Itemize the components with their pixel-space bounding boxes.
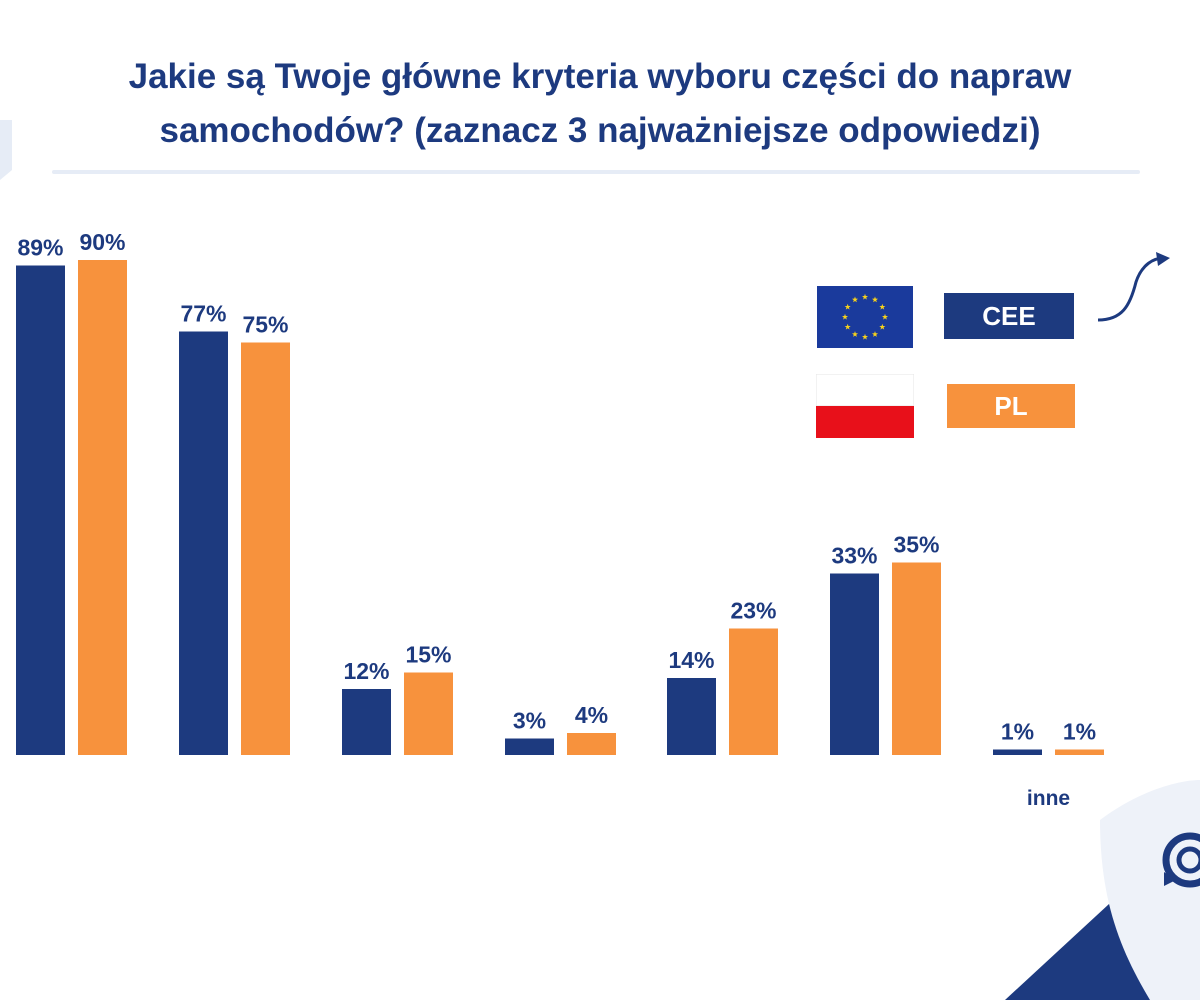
data-label-pl-2: 75%	[242, 312, 288, 338]
bar-pl-5	[729, 628, 778, 755]
bar-pl-3	[404, 672, 453, 755]
eu-star-icon	[861, 333, 869, 340]
data-label-cee-5: 14%	[668, 647, 714, 673]
data-label-pl-7: 1%	[1063, 719, 1096, 745]
bar-cee-3	[342, 689, 391, 755]
data-label-pl-5: 23%	[730, 598, 776, 624]
bar-cee-2	[179, 331, 228, 755]
legend-label-pl: PL	[947, 384, 1075, 428]
eu-star-icon	[879, 303, 886, 310]
eu-star-icon	[841, 313, 849, 320]
data-label-pl-6: 35%	[893, 532, 939, 558]
eu-star-icon	[851, 331, 859, 337]
bar-cee-5	[667, 678, 716, 755]
logo-icon	[1162, 832, 1200, 888]
legend-label-cee: CEE	[944, 293, 1074, 339]
data-label-cee-3: 12%	[343, 658, 389, 684]
eu-star-icon	[871, 331, 879, 337]
eu-star-icon	[844, 323, 851, 330]
data-label-pl-4: 4%	[575, 702, 608, 728]
data-label-pl-3: 15%	[405, 642, 451, 668]
title-divider	[52, 170, 1140, 174]
bar-pl-4	[567, 733, 616, 755]
bar-cee-4	[505, 738, 554, 755]
poland-flag-icon	[816, 374, 914, 438]
trend-arrow-icon	[1097, 252, 1170, 322]
eu-star-icon	[844, 303, 851, 310]
bar-pl-1	[78, 260, 127, 755]
category-label-7: inne	[1027, 787, 1070, 810]
bar-cee-7	[993, 749, 1042, 755]
eu-star-icon	[861, 293, 869, 300]
data-label-cee-6: 33%	[831, 543, 877, 569]
data-label-cee-2: 77%	[180, 301, 226, 327]
data-label-cee-4: 3%	[513, 708, 546, 734]
bar-pl-6	[892, 562, 941, 755]
data-label-cee-7: 1%	[1001, 719, 1034, 745]
bar-pl-7	[1055, 749, 1104, 755]
eu-star-icon	[879, 323, 886, 330]
eu-star-icon	[871, 296, 879, 303]
data-label-pl-1: 90%	[79, 229, 125, 255]
bar-pl-2	[241, 342, 290, 755]
eu-star-icon	[881, 313, 889, 320]
bar-cee-6	[830, 573, 879, 755]
eu-star-icon	[851, 296, 859, 303]
eu-flag-icon	[817, 286, 913, 348]
chart-title: Jakie są Twoje główne kryteria wyboru cz…	[128, 57, 1072, 150]
data-label-cee-1: 89%	[17, 235, 63, 261]
bar-cee-1	[16, 265, 65, 755]
